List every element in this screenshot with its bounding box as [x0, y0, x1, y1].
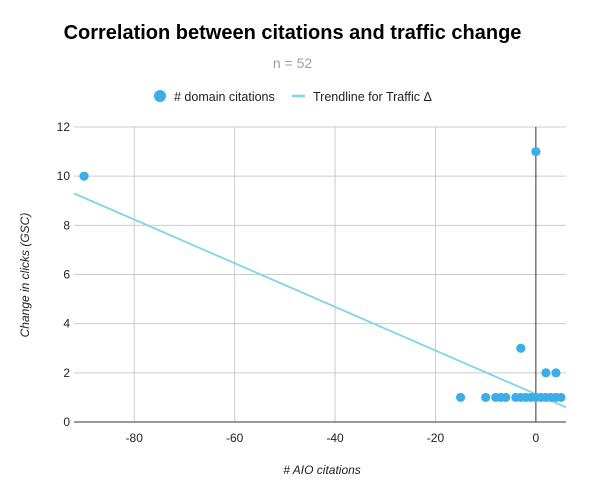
chart-title: Correlation between citations and traffi… — [63, 22, 522, 44]
gridlines — [74, 126, 566, 422]
y-tick-label: 0 — [63, 415, 70, 429]
y-tick-label: 6 — [63, 268, 70, 282]
tick-labels: 0 2 4 6 8 10 12 -80 -60 -40 -20 0 — [57, 120, 540, 445]
trendline-layer — [73, 192, 567, 409]
legend-marker-domain-citations — [154, 90, 166, 102]
points-layer — [79, 146, 566, 403]
legend: # domain citations Trendline for Traffic… — [154, 90, 432, 104]
x-axis-title: # AIO citations — [283, 463, 361, 477]
data-point — [556, 392, 566, 403]
x-tick-label: -20 — [427, 431, 445, 445]
data-point — [551, 368, 561, 378]
y-tick-label: 10 — [57, 169, 71, 183]
data-point — [501, 392, 511, 403]
y-tick-label: 8 — [63, 218, 70, 232]
x-tick-label: -60 — [226, 431, 244, 445]
data-point — [481, 392, 491, 403]
y-tick-label: 12 — [57, 120, 71, 134]
legend-label-domain-citations: # domain citations — [174, 90, 275, 104]
legend-label-trendline: Trendline for Traffic Δ — [313, 90, 432, 104]
chart-subtitle: n = 52 — [272, 55, 313, 71]
data-point — [79, 171, 89, 181]
data-point — [455, 392, 466, 403]
data-point — [531, 146, 541, 157]
x-tick-label: -80 — [126, 431, 144, 445]
y-tick-label: 4 — [63, 317, 70, 331]
data-point — [516, 343, 526, 353]
x-tick-label: -40 — [326, 431, 344, 445]
data-point — [541, 368, 551, 378]
x-tick-label: 0 — [533, 431, 540, 445]
axes — [74, 127, 566, 423]
y-tick-label: 2 — [63, 366, 70, 380]
y-axis-title: Change in clicks (GSC) — [18, 213, 32, 338]
trendline — [73, 192, 567, 409]
